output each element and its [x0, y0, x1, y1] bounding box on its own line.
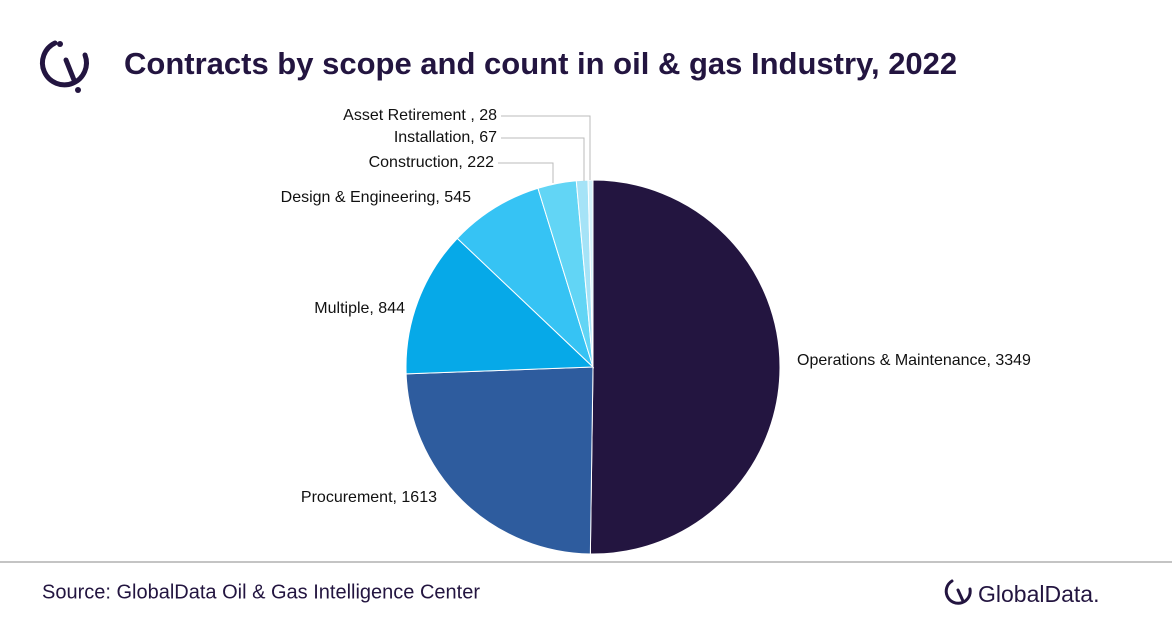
source: Source: GlobalData Oil & Gas Intelligenc…	[42, 581, 480, 603]
leader-line	[501, 115, 591, 180]
pie-slice	[456, 187, 595, 369]
pie-slice	[405, 237, 595, 375]
brand: GlobalData.	[978, 581, 1099, 607]
data-label: Asset Retirement , 28	[343, 107, 497, 124]
chart-title: Contracts by scope and count in oil & ga…	[124, 46, 957, 81]
leader-line	[498, 162, 554, 183]
data-label: Construction, 222	[369, 154, 495, 171]
data-label: Design & Engineering, 545	[281, 189, 471, 206]
pie: Operations & Maintenance, 3349 Procuremen…	[281, 107, 1031, 555]
brand-icon	[944, 579, 972, 605]
pie-slice	[587, 179, 594, 368]
pie-slice	[405, 366, 594, 555]
data-label: Multiple, 844	[314, 300, 405, 317]
data-label: Procurement, 1613	[301, 489, 437, 506]
pie-slice	[589, 179, 781, 555]
leader-line	[501, 137, 585, 181]
data-label: Operations & Maintenance, 3349	[797, 352, 1031, 369]
data-label: Installation, 67	[394, 129, 497, 146]
logo-icon	[40, 40, 89, 93]
